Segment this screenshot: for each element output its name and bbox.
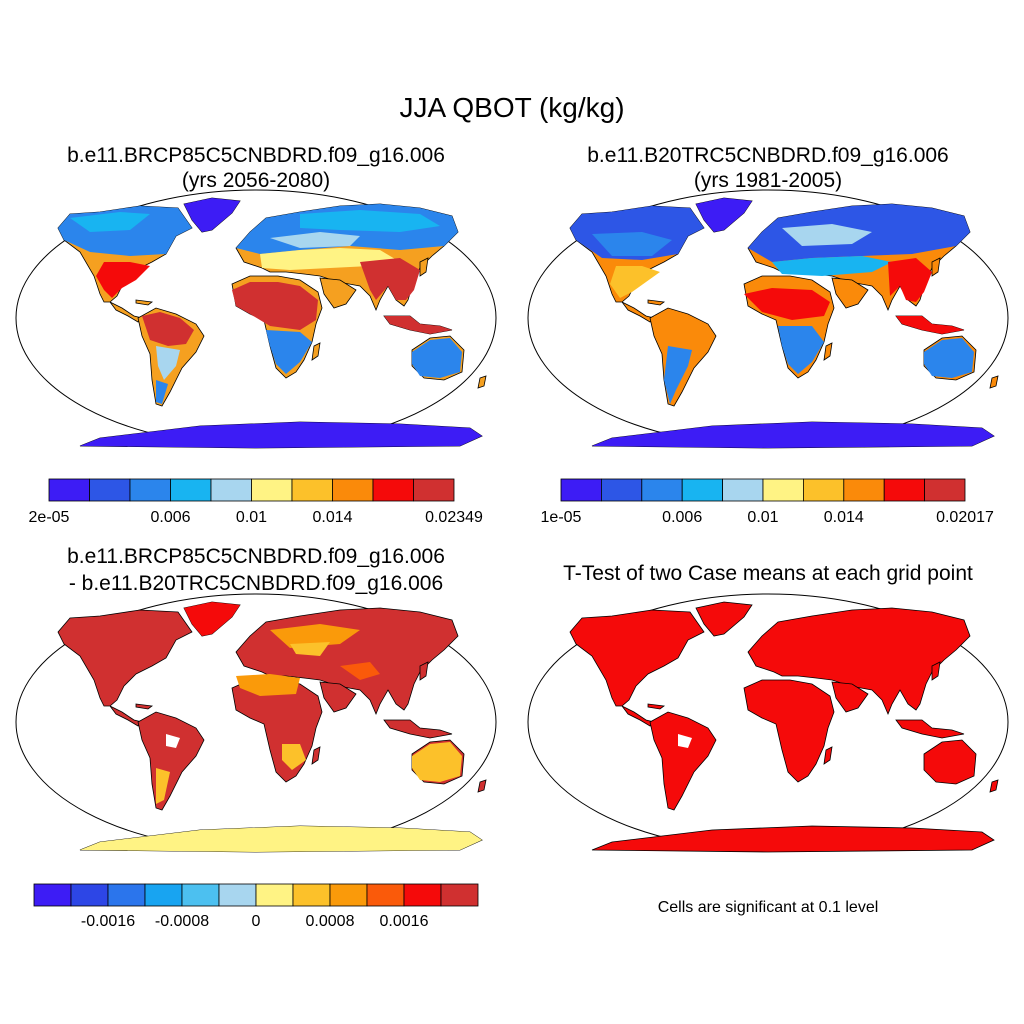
colorbar-3-box <box>329 883 368 907</box>
colorbar-1-box <box>129 478 171 502</box>
map-panel-1 <box>15 189 497 449</box>
map3-field <box>80 602 482 852</box>
colorbar-3-box <box>218 883 257 907</box>
colorbar-1-label: 0.014 <box>312 509 352 526</box>
colorbar-panel-3: -0.0016 -0.0008 0 0.0008 0.0016 <box>33 883 479 930</box>
colorbar-2-label: 0.006 <box>662 509 702 526</box>
colorbar-3-box <box>403 883 442 907</box>
map4-nonsignificant-area <box>678 734 692 748</box>
map-panel-2 <box>527 189 1009 449</box>
panel1-title-line1: b.e11.BRCP85C5CNBDRD.f09_g16.006 <box>67 144 445 167</box>
colorbar-1-box <box>372 478 414 502</box>
colorbar-1-label: 0.006 <box>150 509 190 526</box>
colorbar-2-box <box>641 478 683 502</box>
colorbar-3-label: -0.0008 <box>155 913 209 930</box>
colorbar-3-box <box>144 883 183 907</box>
colorbar-1-label: 2e-05 <box>29 509 70 526</box>
colorbar-3-box <box>366 883 405 907</box>
colorbar-2-label: 1e-05 <box>541 509 582 526</box>
colorbar-2-box <box>762 478 804 502</box>
colorbar-3-label: 0 <box>252 913 261 930</box>
colorbar-1-box <box>89 478 131 502</box>
colorbar-panel-2: 1e-05 0.006 0.01 0.014 0.02017 <box>541 478 994 526</box>
colorbar-1-box <box>170 478 212 502</box>
colorbar-2-box <box>722 478 764 502</box>
colorbar-3-box <box>292 883 331 907</box>
colorbar-1-box <box>48 478 90 502</box>
colorbar-1-box <box>291 478 333 502</box>
panel4-title: T-Test of two Case means at each grid po… <box>563 562 973 585</box>
colorbar-1-box <box>251 478 293 502</box>
panel2-title-line1: b.e11.B20TRC5CNBDRD.f09_g16.006 <box>587 144 949 167</box>
colorbar-2-box <box>560 478 602 502</box>
map1-field <box>58 198 482 448</box>
panel1-title-line2: (yrs 2056-2080) <box>181 169 331 192</box>
colorbar-1-box <box>413 478 455 502</box>
colorbar-2-box <box>843 478 885 502</box>
colorbar-1-box <box>332 478 374 502</box>
significance-note: Cells are significant at 0.1 level <box>657 899 879 916</box>
map-panel-4 <box>527 593 1009 853</box>
panel3-title-line2: - b.e11.B20TRC5CNBDRD.f09_g16.006 <box>68 572 444 595</box>
map-panel-3 <box>15 593 497 853</box>
colorbar-1-label: 0.01 <box>236 509 267 526</box>
colorbar-3-box <box>181 883 220 907</box>
colorbar-2-label: 0.01 <box>747 509 778 526</box>
colorbar-3-box <box>255 883 294 907</box>
colorbar-2-box <box>601 478 643 502</box>
colorbar-3-box <box>107 883 146 907</box>
colorbar-1-label: 0.02349 <box>425 509 483 526</box>
colorbar-2-box <box>924 478 966 502</box>
colorbar-3-box <box>33 883 72 907</box>
panel2-title-line2: (yrs 1981-2005) <box>693 169 843 192</box>
colorbar-2-label: 0.014 <box>824 509 864 526</box>
colorbar-3-label: 0.0008 <box>306 913 355 930</box>
colorbar-2-label: 0.02017 <box>936 509 994 526</box>
figure-title: JJA QBOT (kg/kg) <box>399 92 625 123</box>
colorbar-3-label: -0.0016 <box>81 913 135 930</box>
colorbar-3-box <box>70 883 109 907</box>
colorbar-3-box <box>440 883 479 907</box>
colorbar-1-box <box>210 478 252 502</box>
colorbar-2-box <box>803 478 845 502</box>
colorbar-2-box <box>883 478 926 502</box>
colorbar-2-box <box>681 478 724 502</box>
map2-field <box>570 198 994 448</box>
colorbar-3-label: 0.0016 <box>380 913 429 930</box>
colorbar-panel-1: 2e-05 0.006 0.01 0.014 0.02349 <box>29 478 483 526</box>
panel3-title-line1: b.e11.BRCP85C5CNBDRD.f09_g16.006 <box>67 545 445 568</box>
